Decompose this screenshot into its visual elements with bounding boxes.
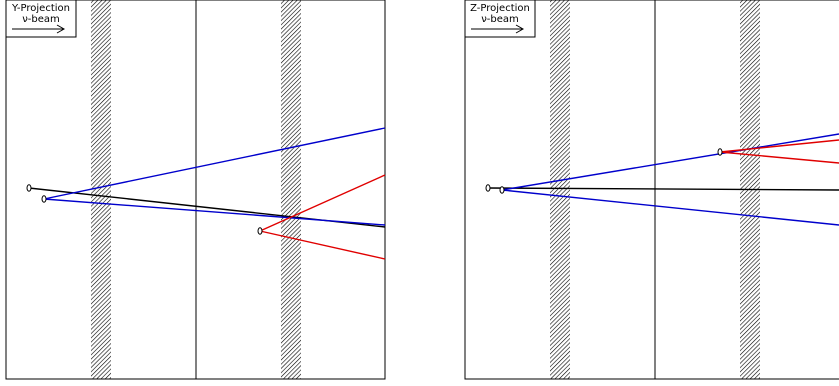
vertex-marker-icon xyxy=(257,227,263,235)
y-projection-panel: Y-Projection ν-beam xyxy=(5,0,386,380)
projection-label-box: Z-Projection ν-beam xyxy=(464,0,536,38)
absorber-layer xyxy=(550,0,570,379)
projection-label-box: Y-Projection ν-beam xyxy=(5,0,77,38)
vertex-marker-icon xyxy=(41,195,47,203)
blue-track xyxy=(501,189,839,226)
projection-label: Z-Projection xyxy=(470,3,530,14)
beam-direction-arrow-icon xyxy=(12,24,66,34)
vertex-marker-icon xyxy=(717,148,723,156)
beam-label: ν-beam xyxy=(22,14,60,25)
absorber-layer xyxy=(281,0,301,379)
red-track xyxy=(719,151,839,164)
absorber-layer xyxy=(91,0,111,379)
projection-label: Y-Projection xyxy=(11,3,70,14)
vertex-marker-icon xyxy=(485,184,491,192)
beam-label: ν-beam xyxy=(481,14,519,25)
z-projection-panel: Z-Projection ν-beam xyxy=(464,0,839,380)
blue-track xyxy=(43,198,386,226)
red-track xyxy=(259,230,386,260)
red-track xyxy=(259,174,386,232)
red-track xyxy=(719,139,839,153)
blue-track xyxy=(501,133,839,191)
vertex-marker-icon xyxy=(26,184,32,192)
beam-direction-arrow-icon xyxy=(471,24,525,34)
vertex-marker-icon xyxy=(499,186,505,194)
primary-track xyxy=(487,187,839,191)
blue-track xyxy=(43,127,386,200)
